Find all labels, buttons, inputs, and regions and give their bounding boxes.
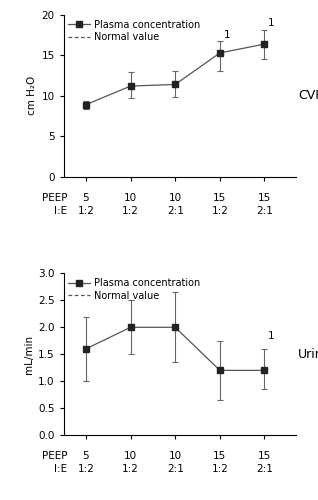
Text: 1:2: 1:2 [211, 206, 228, 216]
Text: 1: 1 [268, 18, 275, 28]
Text: 1:2: 1:2 [211, 464, 228, 474]
Text: 15: 15 [258, 451, 271, 461]
Text: 1:2: 1:2 [78, 464, 94, 474]
Text: I:E: I:E [54, 464, 67, 474]
Text: 1:2: 1:2 [122, 206, 139, 216]
Text: 1:2: 1:2 [78, 206, 94, 216]
Text: 2:1: 2:1 [167, 464, 183, 474]
Text: 10: 10 [169, 192, 182, 202]
Legend: Plasma concentration, Normal value: Plasma concentration, Normal value [66, 18, 202, 44]
Text: 10: 10 [124, 451, 137, 461]
Text: 1: 1 [268, 331, 275, 341]
Y-axis label: mL/min: mL/min [24, 334, 34, 374]
Text: 5: 5 [83, 451, 89, 461]
Text: 2:1: 2:1 [256, 464, 273, 474]
Text: 1:2: 1:2 [122, 464, 139, 474]
Text: 2:1: 2:1 [167, 206, 183, 216]
Text: Urine: Urine [298, 348, 318, 360]
Text: 10: 10 [124, 192, 137, 202]
Text: 15: 15 [213, 192, 226, 202]
Text: 15: 15 [213, 451, 226, 461]
Text: I:E: I:E [54, 206, 67, 216]
Y-axis label: cm H₂O: cm H₂O [27, 76, 37, 116]
Text: PEEP: PEEP [42, 451, 67, 461]
Text: 15: 15 [258, 192, 271, 202]
Text: 5: 5 [83, 192, 89, 202]
Text: PEEP: PEEP [42, 192, 67, 202]
Legend: Plasma concentration, Normal value: Plasma concentration, Normal value [66, 276, 202, 302]
Text: 10: 10 [169, 451, 182, 461]
Text: CVP: CVP [298, 90, 318, 102]
Text: 1: 1 [224, 30, 230, 40]
Text: 2:1: 2:1 [256, 206, 273, 216]
